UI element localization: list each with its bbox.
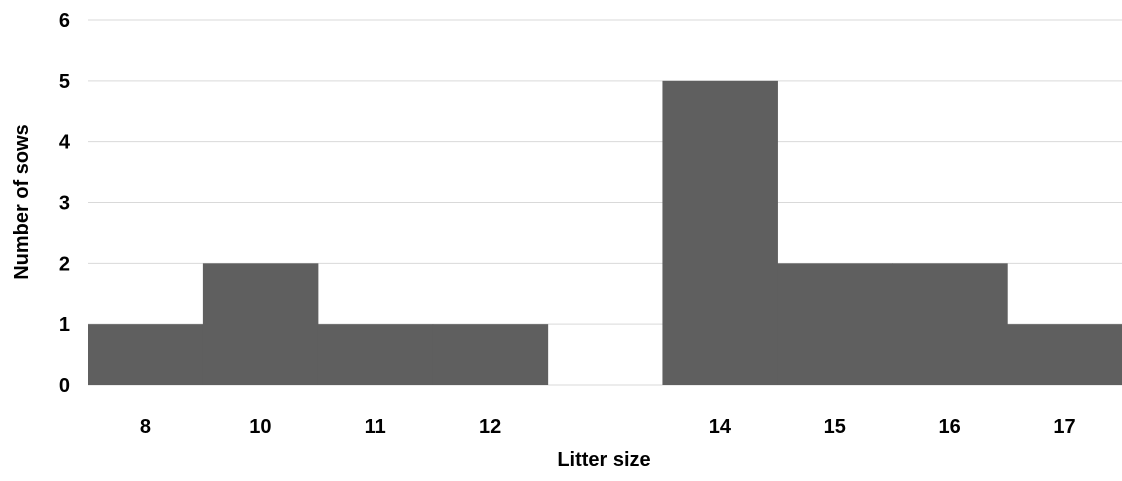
- x-tick-label: 8: [140, 416, 151, 438]
- y-tick-label: 5: [59, 71, 70, 93]
- bar-17: [1007, 324, 1122, 385]
- y-axis-title: Number of sows: [11, 124, 33, 280]
- x-tick-label: 14: [709, 416, 732, 438]
- bar-11: [317, 324, 434, 385]
- y-tick-label: 4: [59, 132, 71, 154]
- bar-16: [892, 263, 1008, 385]
- y-tick-label: 2: [59, 253, 70, 275]
- x-tick-label: 11: [365, 416, 386, 438]
- bar-10: [202, 263, 319, 385]
- bar-14: [662, 80, 778, 385]
- y-tick-labels: 0 1 2 3 4 5 6: [59, 10, 71, 397]
- x-tick-label: 10: [249, 416, 271, 438]
- x-tick-label: 16: [939, 416, 961, 438]
- y-tick-label: 0: [59, 375, 70, 397]
- x-axis-title: Litter size: [557, 449, 650, 471]
- y-tick-label: 3: [59, 193, 70, 215]
- y-tick-label: 6: [59, 10, 70, 32]
- bars: [88, 80, 1122, 385]
- x-tick-label: 12: [479, 416, 501, 438]
- x-tick-labels: 8 10 11 12 14 15 16 17: [140, 416, 1076, 438]
- y-tick-label: 1: [59, 314, 70, 336]
- bar-15: [777, 263, 893, 385]
- bar-12: [432, 324, 549, 385]
- bar-8: [88, 324, 204, 385]
- x-tick-label: 15: [824, 416, 846, 438]
- x-tick-label: 17: [1053, 416, 1075, 438]
